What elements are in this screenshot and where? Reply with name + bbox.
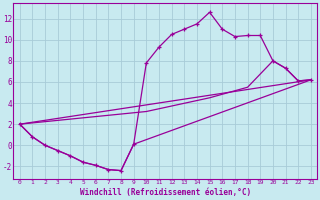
X-axis label: Windchill (Refroidissement éolien,°C): Windchill (Refroidissement éolien,°C)	[80, 188, 251, 197]
